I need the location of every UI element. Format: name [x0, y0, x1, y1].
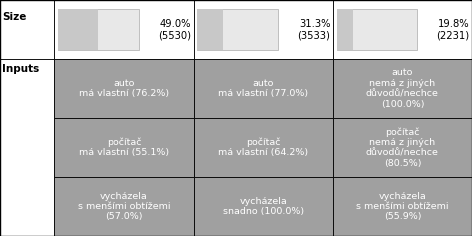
- Bar: [54, 177, 194, 236]
- Bar: [333, 118, 472, 177]
- Text: Inputs: Inputs: [2, 64, 40, 74]
- Text: počítač
má vlastní (55.1%): počítač má vlastní (55.1%): [79, 138, 169, 157]
- Bar: [0, 0, 54, 59]
- Bar: [197, 9, 223, 50]
- Bar: [58, 9, 139, 50]
- Text: auto
má vlastní (77.0%): auto má vlastní (77.0%): [218, 79, 308, 98]
- Bar: [194, 59, 333, 118]
- Bar: [333, 59, 472, 118]
- Text: auto
nemá z jiných
důvodů/nechce
(100.0%): auto nemá z jiných důvodů/nechce (100.0%…: [366, 68, 439, 109]
- Text: 19.8%
(2231): 19.8% (2231): [437, 19, 470, 40]
- Bar: [54, 118, 194, 177]
- Bar: [58, 9, 98, 50]
- Text: 49.0%
(5530): 49.0% (5530): [158, 19, 191, 40]
- Bar: [194, 0, 333, 59]
- Text: vycházela
s menšími obtížemi
(57.0%): vycházela s menšími obtížemi (57.0%): [78, 192, 170, 221]
- Bar: [54, 59, 194, 118]
- Text: počítač
nemá z jiných
důvodů/nechce
(80.5%): počítač nemá z jiných důvodů/nechce (80.…: [366, 127, 439, 168]
- Bar: [337, 9, 417, 50]
- Text: auto
má vlastní (76.2%): auto má vlastní (76.2%): [79, 79, 169, 98]
- Text: počítač
má vlastní (64.2%): počítač má vlastní (64.2%): [218, 138, 308, 157]
- Bar: [0, 59, 54, 236]
- Text: vycházela
snadno (100.0%): vycházela snadno (100.0%): [223, 197, 303, 216]
- Text: vycházela
s menšími obtížemi
(55.9%): vycházela s menšími obtížemi (55.9%): [356, 192, 448, 221]
- Bar: [194, 118, 333, 177]
- Bar: [337, 9, 353, 50]
- Bar: [333, 177, 472, 236]
- Bar: [197, 9, 278, 50]
- Bar: [54, 0, 194, 59]
- Bar: [333, 0, 472, 59]
- Bar: [194, 177, 333, 236]
- Text: Size: Size: [2, 12, 27, 21]
- Text: 31.3%
(3533): 31.3% (3533): [297, 19, 330, 40]
